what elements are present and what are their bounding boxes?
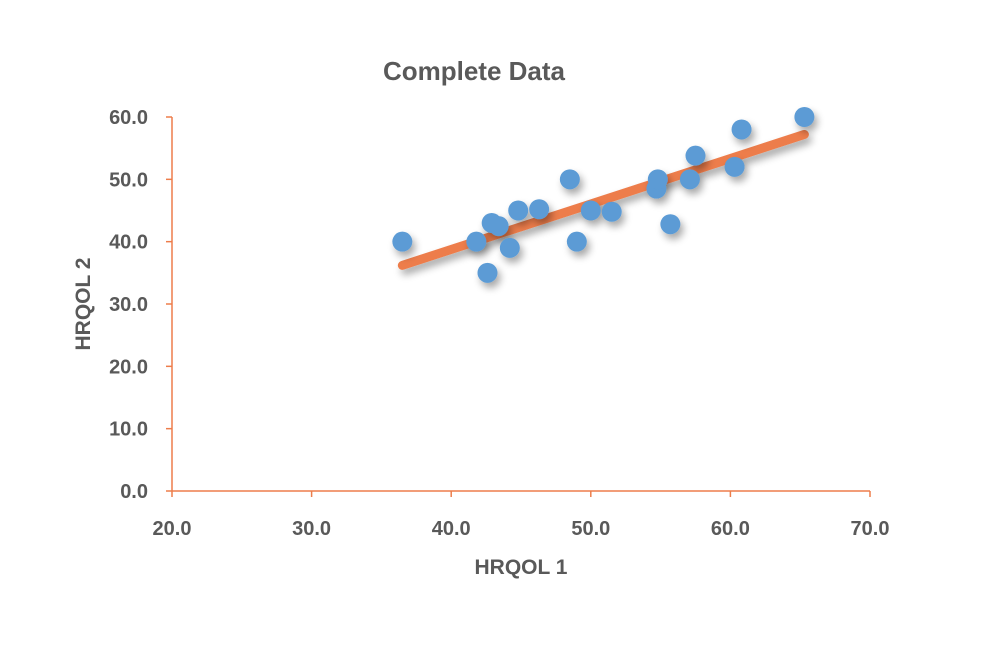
trendline — [397, 129, 809, 270]
y-tick-label: 10.0 — [109, 419, 148, 441]
data-point — [477, 262, 498, 283]
x-tick-label: 20.0 — [153, 518, 192, 540]
x-tick-label: 50.0 — [571, 518, 610, 540]
data-point — [660, 214, 681, 235]
y-tick-label: 20.0 — [109, 356, 148, 378]
y-tick-label: 50.0 — [109, 169, 148, 191]
data-point — [724, 156, 745, 177]
data-point — [499, 237, 520, 258]
data-point — [580, 200, 601, 221]
data-point — [731, 119, 752, 140]
data-point — [566, 231, 587, 252]
x-tick-label: 40.0 — [432, 518, 471, 540]
data-point — [685, 145, 706, 166]
trendline-group — [397, 129, 809, 270]
x-axis-title: HRQOL 1 — [475, 556, 568, 579]
y-tick-label: 30.0 — [109, 294, 148, 316]
y-axis-title: HRQOL 2 — [72, 258, 95, 351]
x-tick-label: 60.0 — [711, 518, 750, 540]
data-point — [529, 199, 550, 220]
data-point — [794, 107, 815, 127]
data-point — [488, 216, 509, 237]
y-tick-label: 0.0 — [120, 481, 148, 503]
y-tick-label: 40.0 — [109, 232, 148, 254]
axes — [166, 116, 871, 497]
data-point — [647, 169, 668, 190]
data-points — [392, 107, 815, 283]
x-tick-label: 70.0 — [851, 518, 890, 540]
data-point — [392, 231, 413, 252]
data-point — [559, 169, 580, 190]
x-tick-label: 30.0 — [292, 518, 331, 540]
data-point — [679, 169, 700, 190]
tick-labels: 0.0 10.0 20.0 30.0 40.0 50.0 60.0 20.0 30.0 40.0 5… — [109, 107, 889, 540]
data-point — [508, 200, 529, 221]
data-point — [466, 231, 487, 252]
y-tick-label: 60.0 — [109, 107, 148, 129]
data-point — [601, 201, 622, 222]
chart-title: Complete Data — [383, 56, 566, 86]
